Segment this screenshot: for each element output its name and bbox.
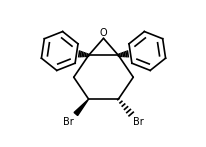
Polygon shape xyxy=(74,99,88,116)
Text: O: O xyxy=(99,28,107,38)
Text: Br: Br xyxy=(63,117,73,127)
Text: Br: Br xyxy=(133,117,143,127)
